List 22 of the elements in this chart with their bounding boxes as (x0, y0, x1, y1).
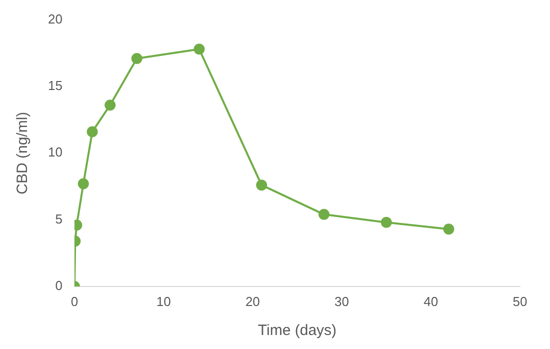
point (256, 180, 268, 191)
point (86, 126, 98, 138)
y-axis-title: CBD (ng/ml) (14, 112, 32, 194)
point (194, 44, 205, 55)
x-tick-label: 0 (70, 294, 78, 309)
x-axis-title: Time (days) (258, 322, 337, 340)
x-tick-label: 30 (334, 294, 350, 309)
x-tick-label: 40 (424, 294, 438, 309)
y-tick-label: 20 (48, 11, 62, 26)
x-tick-label: 50 (512, 294, 528, 309)
y-tick-label: 10 (48, 144, 62, 160)
y-tick-label: 5 (55, 211, 62, 226)
x-tick-label: 20 (245, 294, 260, 309)
y-tick-label: 15 (48, 78, 62, 94)
x-tick-label: 10 (156, 294, 171, 309)
point (443, 224, 454, 235)
point (380, 216, 392, 228)
point (104, 100, 116, 111)
point (78, 178, 89, 190)
point (131, 52, 142, 64)
point (318, 208, 330, 220)
y-tick-label: 0 (55, 278, 62, 293)
